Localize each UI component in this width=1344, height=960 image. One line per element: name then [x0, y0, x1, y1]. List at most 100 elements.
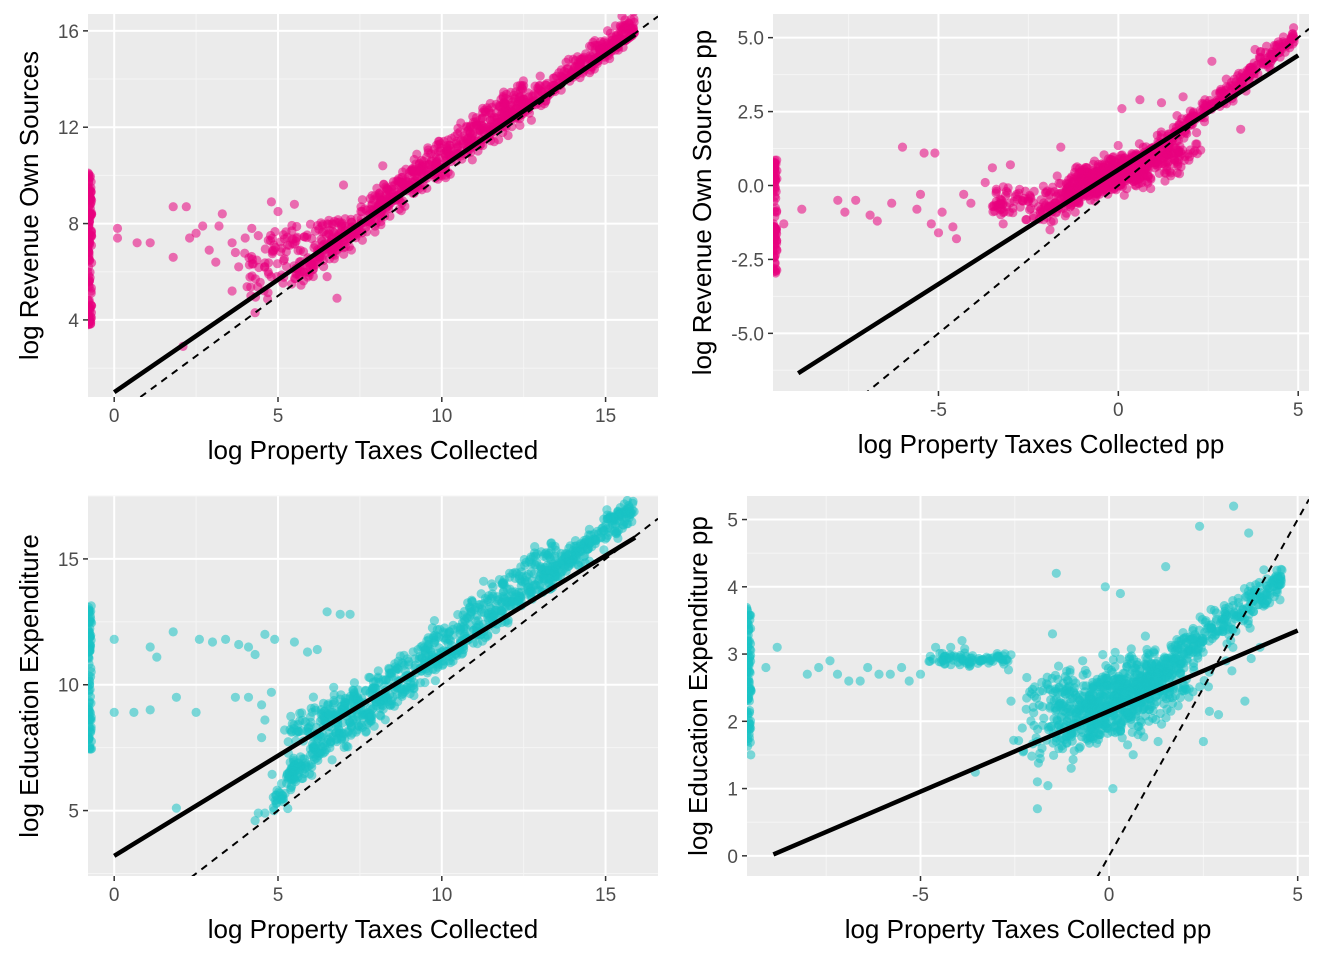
data-point: [234, 639, 244, 650]
x-tick-label: 0: [109, 406, 120, 427]
y-tick-label: 4: [68, 311, 79, 332]
data-point: [1209, 605, 1220, 615]
data-point: [1259, 565, 1269, 575]
data-point: [291, 777, 301, 787]
data-point: [1178, 628, 1188, 638]
data-point: [1166, 706, 1176, 716]
data-point: [429, 616, 439, 626]
data-point: [991, 184, 1001, 194]
data-point: [863, 662, 873, 673]
data-point: [459, 614, 469, 624]
data-point: [546, 538, 557, 548]
data-point: [536, 547, 546, 557]
data-point: [485, 115, 496, 125]
data-point: [404, 660, 414, 670]
data-point: [296, 280, 306, 290]
data-point: [311, 739, 321, 749]
data-point: [747, 611, 753, 621]
data-point: [1279, 39, 1289, 49]
x-tick-label: 5: [273, 885, 284, 906]
data-point: [865, 210, 875, 220]
data-point: [211, 257, 221, 267]
data-point: [1043, 781, 1053, 791]
data-point: [1156, 98, 1167, 108]
data-point: [243, 642, 254, 652]
data-point: [960, 648, 970, 658]
data-point: [1287, 29, 1297, 39]
data-point: [1234, 597, 1244, 608]
data-point: [376, 197, 386, 207]
data-point: [1066, 763, 1076, 773]
data-point: [1198, 736, 1208, 747]
data-point: [375, 696, 385, 706]
data-point: [1045, 225, 1055, 235]
data-point: [1100, 582, 1110, 592]
data-point: [596, 532, 606, 542]
data-point: [1044, 722, 1054, 732]
data-point: [315, 716, 325, 727]
data-point: [479, 608, 490, 618]
data-point: [88, 715, 96, 725]
data-point: [455, 127, 465, 137]
data-point: [168, 252, 178, 262]
data-point: [338, 180, 349, 190]
data-point: [1033, 724, 1043, 735]
panel-background: [747, 496, 1309, 876]
data-point: [773, 212, 780, 222]
data-point: [88, 182, 93, 192]
data-point: [872, 216, 882, 226]
data-point: [349, 678, 359, 688]
y-tick-label: 5: [727, 511, 738, 532]
data-point: [88, 647, 93, 657]
data-point: [1061, 188, 1071, 198]
data-point: [257, 733, 267, 743]
data-point: [214, 221, 224, 231]
data-point: [1021, 704, 1031, 714]
data-point: [354, 722, 364, 732]
data-point: [1048, 738, 1058, 748]
data-point: [327, 755, 337, 765]
data-point: [1074, 743, 1084, 753]
data-point: [1054, 700, 1064, 710]
data-point: [747, 652, 755, 662]
data-point: [1148, 705, 1158, 716]
data-point: [501, 597, 511, 607]
fit-line: [112, 32, 637, 395]
data-point: [1115, 588, 1125, 599]
data-point: [1153, 675, 1163, 685]
data-point: [1051, 568, 1061, 578]
data-point: [1136, 677, 1146, 687]
data-point: [185, 233, 195, 243]
data-point: [234, 262, 244, 272]
data-point: [88, 743, 95, 753]
data-point: [348, 686, 359, 696]
data-point: [1227, 666, 1237, 676]
data-point: [309, 243, 319, 253]
data-point: [207, 637, 218, 647]
reference-line: [866, 28, 1309, 391]
data-point: [1094, 169, 1104, 179]
data-point: [368, 683, 378, 693]
data-point: [1148, 713, 1158, 723]
data-point: [324, 709, 334, 719]
data-point: [282, 232, 292, 242]
data-point: [191, 707, 201, 718]
data-point: [951, 234, 962, 244]
data-point: [618, 520, 629, 530]
data-point: [335, 609, 345, 619]
data-point: [88, 671, 94, 681]
data-point: [243, 692, 254, 702]
data-point: [874, 669, 884, 679]
data-point: [1197, 614, 1207, 625]
data-point: [959, 655, 969, 665]
data-point: [550, 551, 560, 561]
data-point: [171, 803, 181, 813]
data-point: [1172, 111, 1182, 121]
data-point: [286, 711, 296, 722]
data-point: [240, 248, 250, 258]
data-point: [370, 227, 380, 237]
data-point: [1154, 168, 1164, 178]
data-point: [897, 662, 907, 673]
data-point: [1099, 682, 1109, 692]
data-point: [1119, 190, 1129, 200]
